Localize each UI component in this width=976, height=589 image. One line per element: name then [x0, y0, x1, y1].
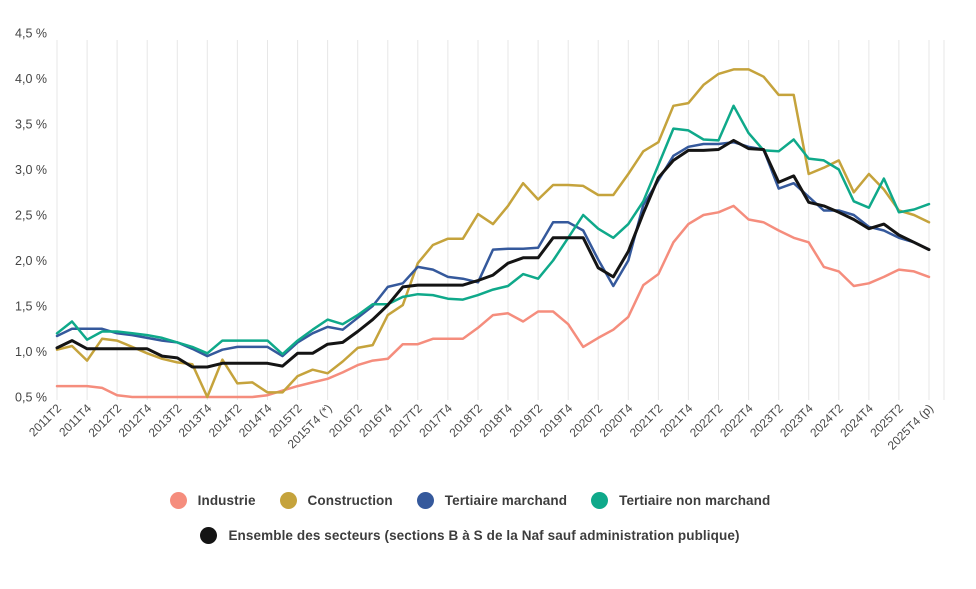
x-axis-label: 2011T2 — [26, 401, 64, 439]
legend-dot-tertiaire_non_marchand — [591, 492, 609, 509]
legend-dot-ensemble — [200, 527, 218, 544]
y-axis-label: 1,5 % — [15, 300, 47, 314]
y-axis-label: 2,0 % — [15, 254, 47, 268]
series-line-industrie[interactable] — [55, 204, 931, 399]
series-line-tertiaire_non_marchand[interactable] — [55, 104, 931, 356]
legend-item-ensemble[interactable]: Ensemble des secteurs (sections B à S de… — [200, 527, 739, 544]
legend-label: Tertiaire marchand — [444, 493, 568, 508]
legend-dot-industrie — [169, 492, 187, 509]
chart-legend: Industrie Construction Tertiaire marchand T… — [0, 492, 958, 544]
y-axis-label: 4,5 % — [15, 27, 47, 41]
series-line-ensemble[interactable] — [55, 138, 931, 369]
legend-label: Tertiaire non marchand — [619, 493, 771, 508]
y-axis-label: 2,5 % — [15, 209, 47, 223]
legend-item-industrie[interactable]: Industrie — [169, 492, 256, 509]
line-chart: 4,5 % 4,0 % 3,5 % 3,0 % 2,5 % 2,0 % 1,5 % 1,0 %… — [15, 27, 945, 453]
legend-item-tertiaire_non_marchand[interactable]: Tertiaire non marchand — [591, 492, 770, 509]
legend-item-construction[interactable]: Construction — [279, 492, 393, 509]
y-axis-label: 3,0 % — [15, 163, 47, 177]
series-line-construction[interactable] — [55, 68, 931, 399]
series-line-tertiaire_marchand[interactable] — [55, 140, 931, 358]
legend-label: Construction — [307, 493, 393, 508]
legend-dot-tertiaire_marchand — [416, 492, 434, 509]
legend-dot-construction — [279, 492, 297, 509]
y-axis-label: 4,0 % — [15, 72, 47, 86]
legend-row-2: Ensemble des secteurs (sections B à S de… — [200, 527, 739, 544]
legend-row-1: Industrie Construction Tertiaire marchand T… — [169, 492, 771, 509]
y-axis-label: 0,5 % — [15, 391, 47, 405]
legend-label: Ensemble des secteurs (sections B à S de… — [228, 528, 740, 543]
y-axis-label: 3,5 % — [15, 118, 47, 132]
legend-label: Industrie — [197, 493, 256, 508]
y-axis-label: 1,0 % — [15, 345, 47, 359]
legend-item-tertiaire_marchand[interactable]: Tertiaire marchand — [416, 492, 568, 509]
